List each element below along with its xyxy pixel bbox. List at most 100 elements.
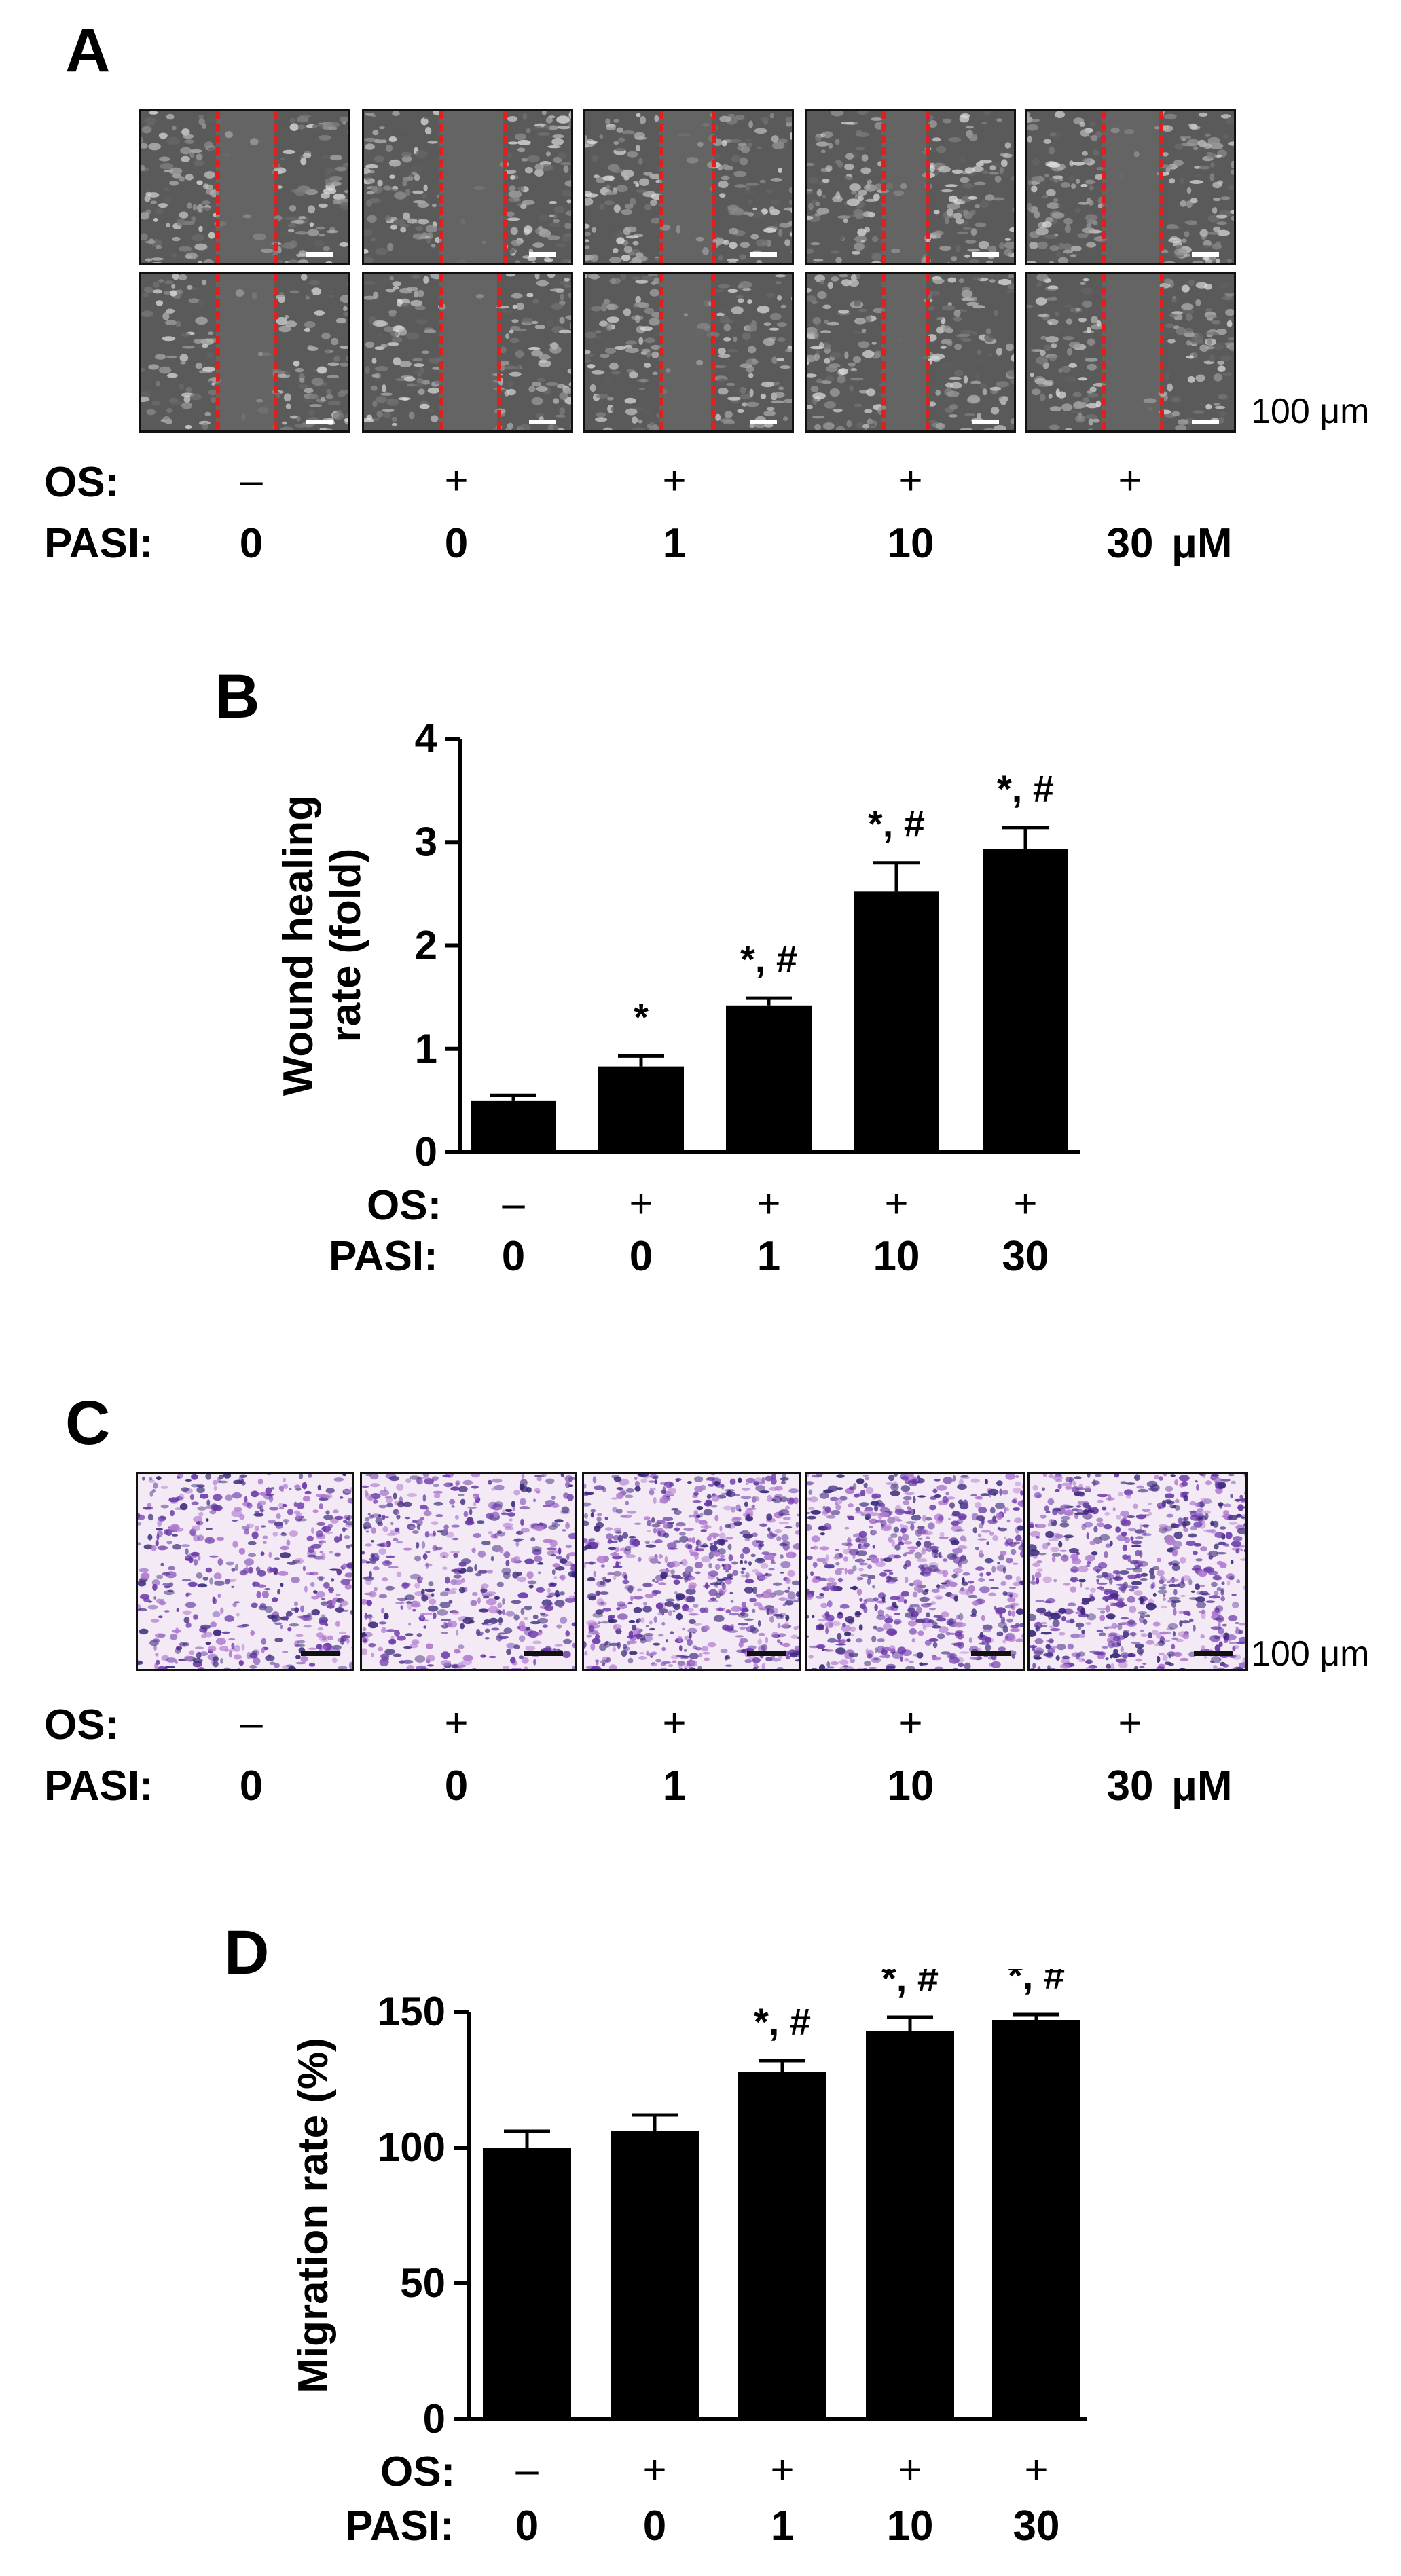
wound-micrograph (1025, 272, 1236, 433)
significance-mark: *, # (868, 803, 925, 845)
wound-edge-line (881, 274, 886, 430)
y-tick-label: 3 (415, 819, 437, 864)
pasi-row-label: PASI: (44, 520, 153, 567)
pasi-value: 0 (629, 1233, 653, 1280)
os-value: + (629, 1181, 653, 1226)
os-value: + (1013, 1181, 1038, 1226)
bar (983, 849, 1068, 1152)
pasi-value: 30 (1106, 1763, 1154, 1809)
transwell-micrograph (582, 1472, 801, 1671)
wound-edge-line (926, 274, 930, 430)
pasi-row-label: PASI: (345, 2503, 454, 2550)
panel-c-letter: C (65, 1388, 111, 1458)
wound-edge-line (1160, 274, 1164, 430)
wound-edge-line (439, 274, 443, 430)
wound-edge-line (1102, 111, 1106, 263)
wound-edge-line (216, 274, 220, 430)
wound-micrograph (362, 109, 573, 265)
chart-d-migration-rate: 0 50 100 150 Migration rate (%) *, # *, # *, # (290, 1969, 1087, 2442)
pasi-value: 10 (887, 520, 934, 567)
y-axis-label: Migration rate (%) (290, 2038, 337, 2393)
y-tick-label: 0 (415, 1129, 437, 1175)
scale-bar (529, 252, 556, 257)
wound-edge-line (659, 274, 663, 430)
bar (598, 1066, 684, 1152)
wound-edge-line (274, 274, 278, 430)
wound-edge-line (1102, 274, 1106, 430)
scale-bar (301, 1651, 340, 1656)
panel-b-letter: B (215, 662, 260, 731)
pasi-value: 1 (770, 2503, 795, 2550)
pasi-value: 0 (515, 2503, 539, 2550)
os-value: + (1024, 2447, 1049, 2492)
scale-bar-label: 100 μm (1251, 392, 1370, 431)
transwell-micrograph (1027, 1472, 1248, 1671)
y-axis-label: rate (fold) (323, 849, 369, 1043)
scale-bar-label: 100 μm (1251, 1634, 1370, 1674)
wound-edge-line (439, 111, 443, 263)
wound-edge-line (216, 111, 220, 263)
scale-bar (1192, 420, 1219, 424)
scale-bar (529, 420, 556, 424)
scale-bar (524, 1651, 563, 1656)
wound-edge-line (926, 111, 930, 263)
wound-micrograph (583, 109, 794, 265)
wound-edge-line (659, 111, 663, 263)
pasi-value: 10 (887, 1763, 934, 1809)
scale-bar (306, 420, 333, 424)
y-tick-label: 4 (415, 716, 438, 761)
scale-bar (306, 252, 333, 257)
bar (726, 1005, 812, 1152)
wound-micrograph (805, 109, 1016, 265)
wound-micrograph (805, 272, 1016, 433)
pasi-value: 10 (886, 2503, 934, 2550)
chart-b-wound-healing: 0 1 2 3 4 Wound healing rate (fold) * *, # *, # *,… (275, 716, 1080, 1175)
scale-bar (972, 252, 999, 257)
os-value: + (662, 458, 687, 503)
os-value: + (1118, 458, 1142, 503)
wound-micrograph (139, 272, 350, 433)
scale-bar (1194, 1651, 1233, 1656)
y-tick-label: 0 (423, 2396, 445, 2442)
transwell-micrograph (360, 1472, 577, 1671)
bar (866, 2031, 954, 2419)
panel-d-letter: D (224, 1918, 270, 1987)
os-value: + (642, 2447, 667, 2492)
transwell-micrograph (136, 1472, 354, 1671)
os-value: – (240, 1700, 263, 1746)
pasi-value: 0 (444, 1763, 469, 1809)
os-row-label: OS: (380, 2448, 456, 2495)
pasi-value: 0 (239, 1763, 263, 1809)
scale-bar (1192, 252, 1219, 257)
y-tick-label: 100 (378, 2124, 445, 2170)
os-value: + (884, 1181, 909, 1226)
wound-micrograph (362, 272, 573, 433)
pasi-value: 0 (444, 520, 469, 567)
os-value: – (515, 2447, 539, 2492)
scale-bar (750, 252, 777, 257)
significance-mark: * (634, 995, 649, 1038)
scale-bar (972, 420, 999, 424)
wound-edge-line (274, 111, 278, 263)
significance-mark: *, # (997, 767, 1054, 810)
panel-a-letter: A (65, 16, 111, 85)
wound-edge-line (711, 274, 715, 430)
os-value: – (502, 1181, 525, 1226)
os-value: + (444, 458, 469, 503)
os-value: + (662, 1700, 687, 1746)
scale-bar (747, 1651, 786, 1656)
pasi-row-label: PASI: (44, 1763, 153, 1809)
wound-edge-line (503, 111, 507, 263)
pasi-value: 0 (501, 1233, 526, 1280)
wound-micrograph (583, 272, 794, 433)
pasi-value: 0 (239, 520, 263, 567)
pasi-value: 30 (1013, 2503, 1060, 2550)
pasi-value: 1 (757, 1233, 781, 1280)
wound-edge-line (881, 111, 886, 263)
concentration-unit: μM (1171, 1763, 1233, 1809)
concentration-unit: μM (1171, 520, 1233, 567)
os-value: – (240, 458, 263, 503)
pasi-value: 10 (873, 1233, 920, 1280)
significance-mark: *, # (881, 1969, 939, 2000)
pasi-value: 0 (642, 2503, 667, 2550)
